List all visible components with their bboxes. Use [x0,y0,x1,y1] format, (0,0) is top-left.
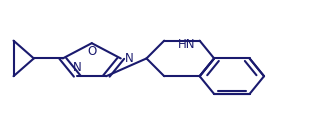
Text: HN: HN [178,38,196,51]
Text: O: O [87,45,96,58]
Text: N: N [125,52,133,65]
Text: N: N [73,61,82,74]
